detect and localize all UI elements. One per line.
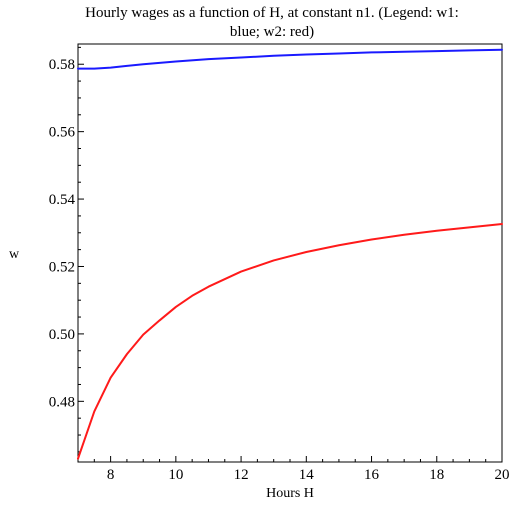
x-tick-label: 8 xyxy=(107,467,115,483)
series-line-w2 xyxy=(77,223,503,460)
x-tick-label: 14 xyxy=(299,467,315,483)
plot-frame xyxy=(77,43,503,463)
x-tick-label: 12 xyxy=(234,467,249,483)
x-tick-label: 18 xyxy=(429,467,444,483)
y-tick-label: 0.58 xyxy=(49,57,75,73)
x-tick-label: 20 xyxy=(495,467,510,483)
chart-title-line-1: Hourly wages as a function of H, at cons… xyxy=(85,5,459,21)
x-axis-label: Hours H xyxy=(266,486,314,501)
x-axis-ticks: 8 10 12 14 16 18 20 xyxy=(77,456,510,483)
y-axis-ticks: 0.48 0.50 0.52 0.54 0.56 0.58 xyxy=(49,46,84,453)
y-tick-label: 0.50 xyxy=(49,327,75,343)
series-group xyxy=(77,48,503,460)
y-tick-label: 0.54 xyxy=(49,192,76,208)
y-tick-label: 0.48 xyxy=(49,394,75,410)
x-tick-label: 10 xyxy=(168,467,183,483)
y-tick-label: 0.52 xyxy=(49,259,75,275)
series-line-w1 xyxy=(77,48,503,70)
x-tick-label: 16 xyxy=(364,467,380,483)
y-tick-label: 0.56 xyxy=(49,125,76,141)
y-axis-label: w xyxy=(9,247,20,262)
chart-title-line-2: blue; w2: red) xyxy=(230,24,314,40)
